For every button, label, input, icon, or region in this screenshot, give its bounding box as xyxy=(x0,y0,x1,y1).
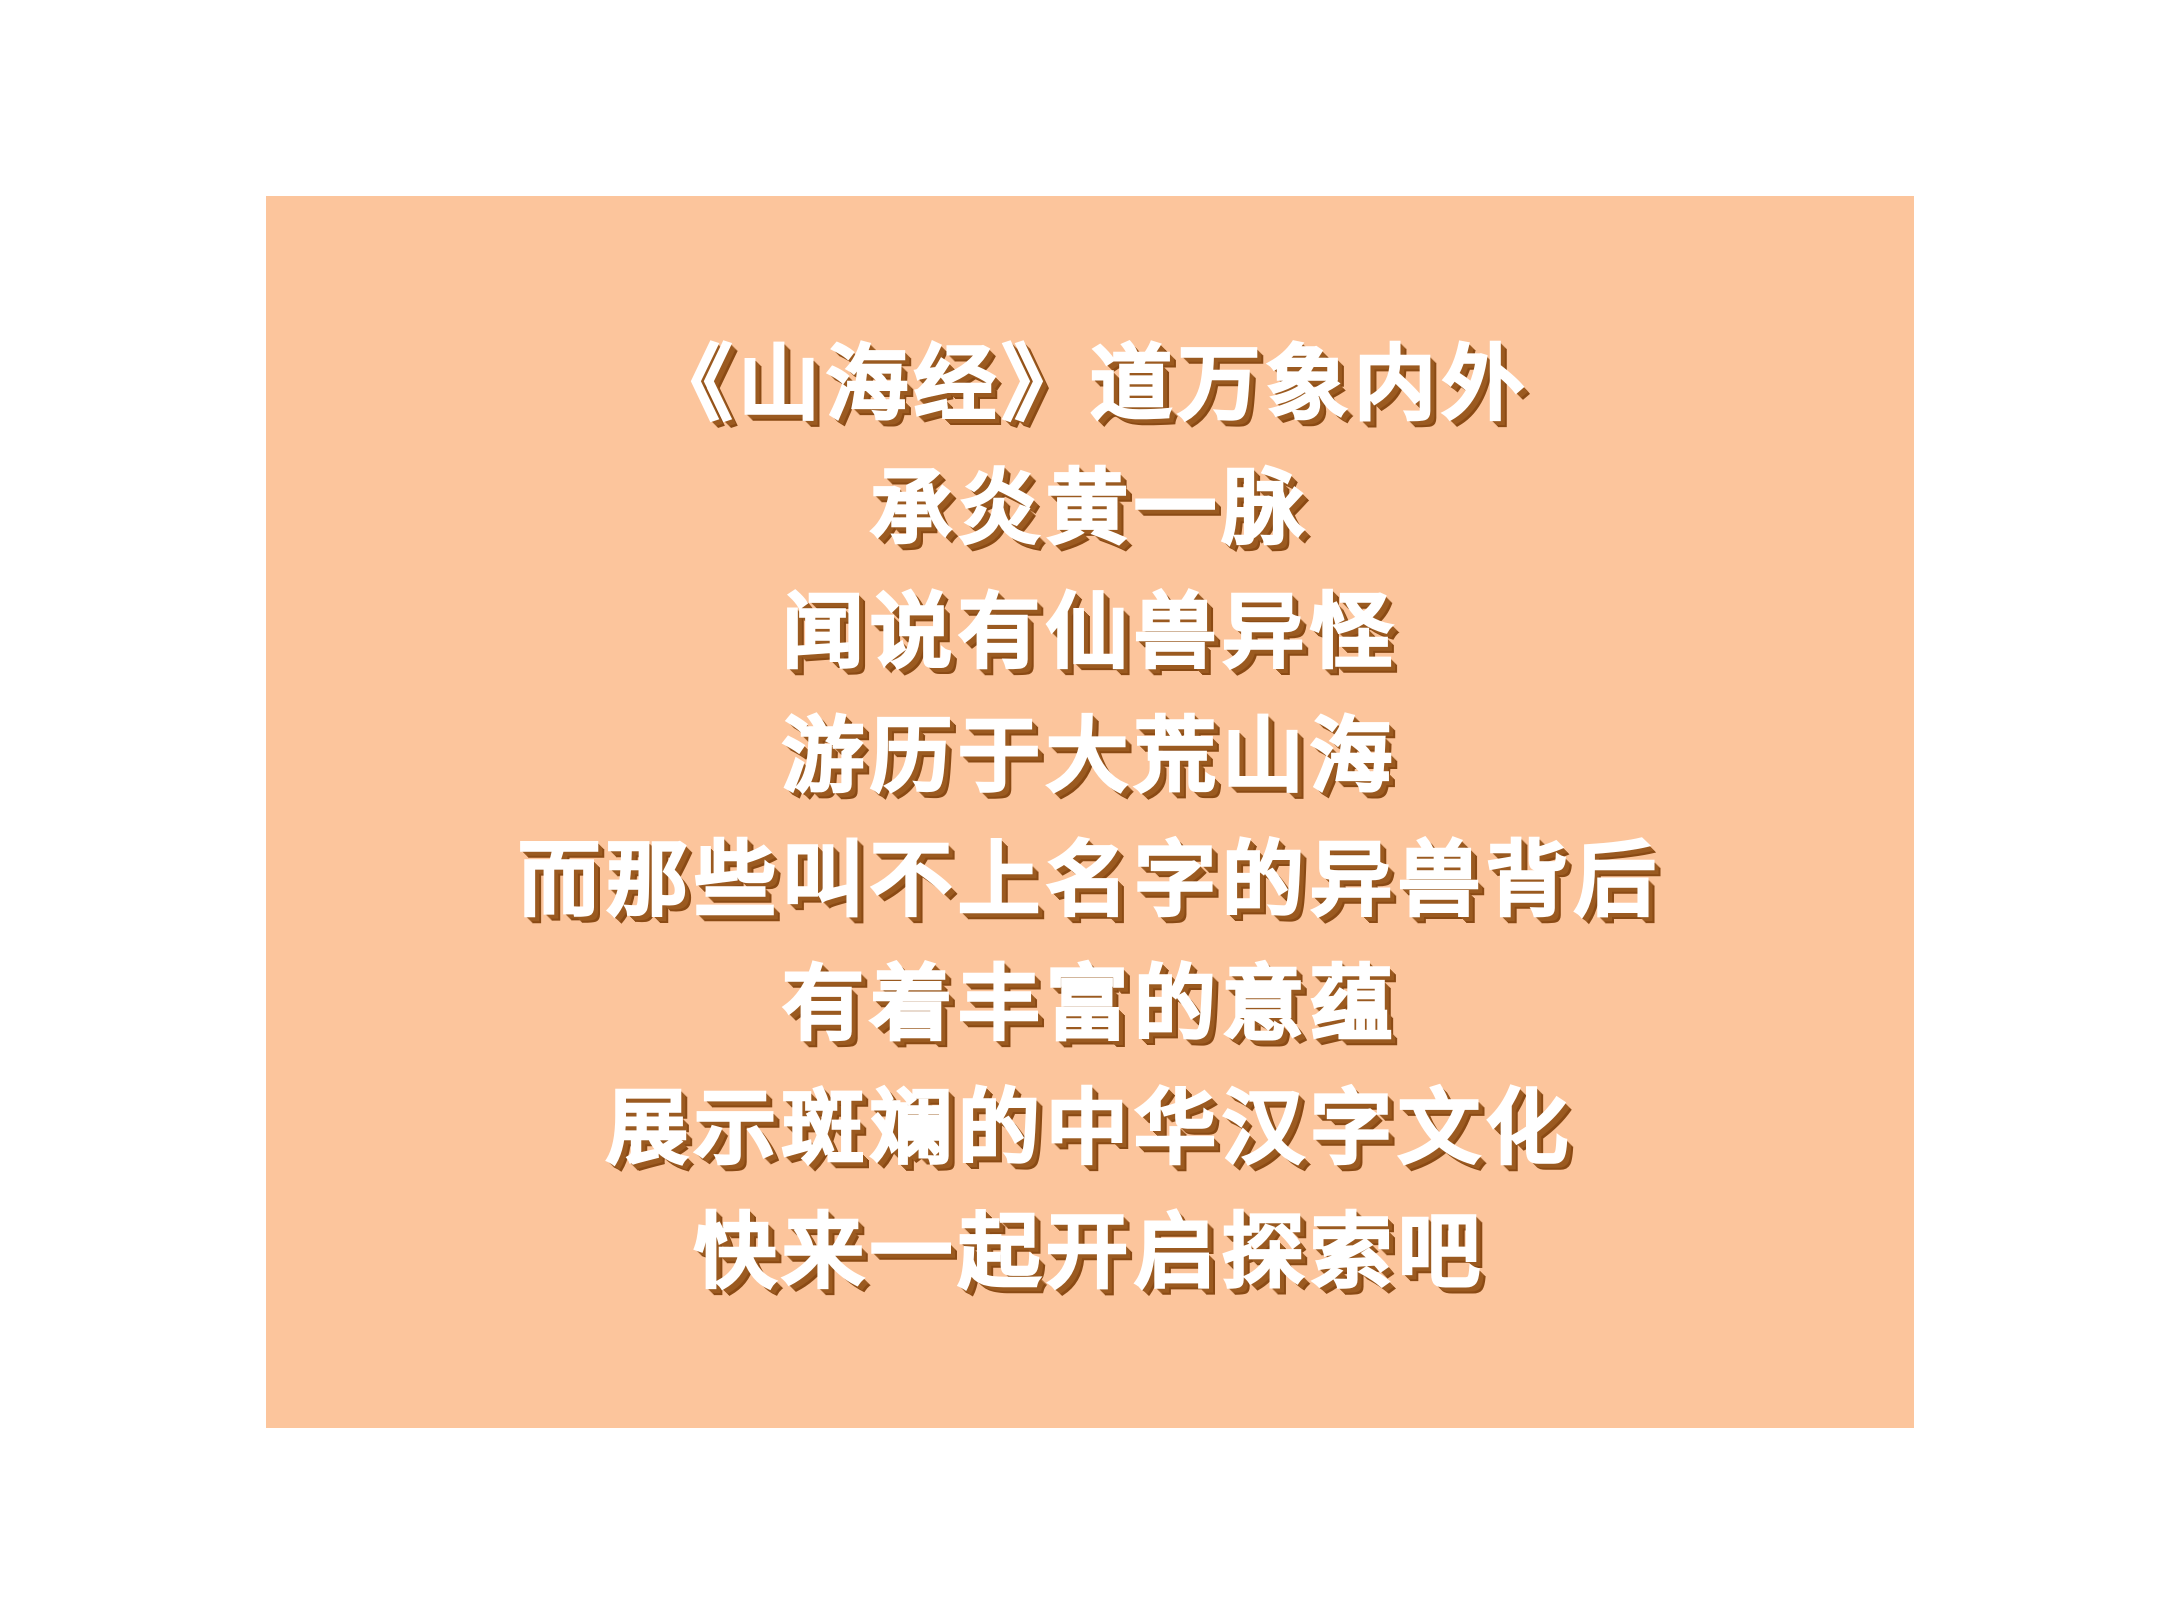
poem-card: 《山海经》道万象内外 承炎黄一脉 闻说有仙兽异怪 游历于大荒山海 而那些叫不上名… xyxy=(266,196,1914,1428)
poem-line-1: 《山海经》道万象内外 xyxy=(649,335,1530,433)
poem-line-4: 游历于大荒山海 xyxy=(781,707,1398,805)
poem-line-7: 展示斑斓的中华汉字文化 xyxy=(605,1079,1574,1177)
poem-line-2: 承炎黄一脉 xyxy=(869,459,1310,557)
poem-line-3: 闻说有仙兽异怪 xyxy=(781,583,1398,681)
poem-lines: 《山海经》道万象内外 承炎黄一脉 闻说有仙兽异怪 游历于大荒山海 而那些叫不上名… xyxy=(266,322,1914,1314)
poem-line-5: 而那些叫不上名字的异兽背后 xyxy=(517,831,1662,929)
poem-line-8: 快来一起开启探索吧 xyxy=(693,1203,1486,1301)
poem-line-6: 有着丰富的意蕴 xyxy=(781,955,1398,1053)
